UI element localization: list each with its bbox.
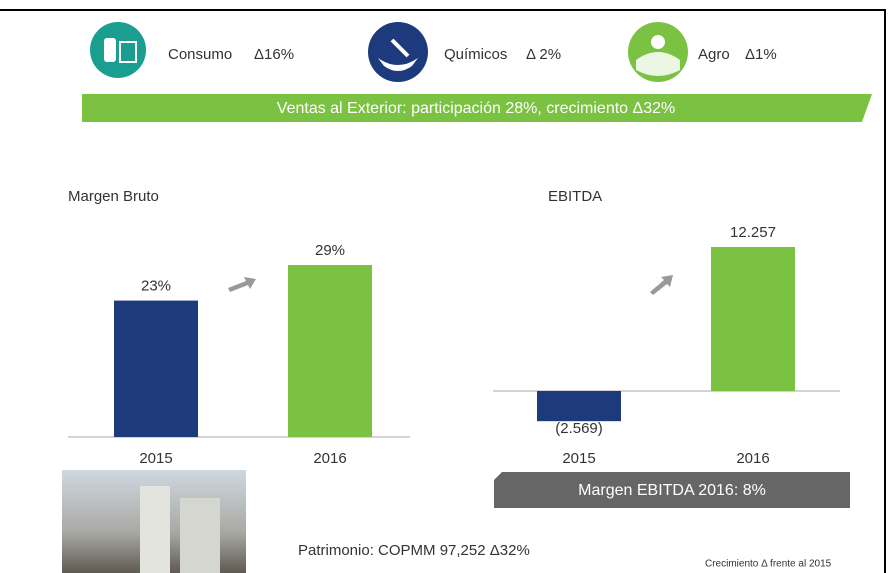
arrow xyxy=(228,277,256,292)
icon-field xyxy=(636,52,680,76)
banner-text: Ventas al Exterior: participación 28%, c… xyxy=(277,100,675,117)
margin-banner-bg xyxy=(494,472,850,508)
arrow xyxy=(650,275,673,295)
footnote: Crecimiento Δ frente al 2015 xyxy=(705,559,832,570)
icon-bowl xyxy=(378,58,418,71)
icon-spoon xyxy=(390,38,410,58)
segment-change: Δ1% xyxy=(745,46,777,63)
equity-text: Patrimonio: COPMM 97,252 Δ32% xyxy=(298,542,530,559)
icon-box xyxy=(119,41,137,63)
chart-title: Margen Bruto xyxy=(68,188,159,205)
x-tick-label: 2016 xyxy=(736,450,769,467)
x-tick-label: 2015 xyxy=(562,450,595,467)
segment-label: Consumo xyxy=(168,46,232,63)
segment-label: Químicos xyxy=(444,46,507,63)
value-label: (2.569) xyxy=(555,420,603,437)
photo-tank xyxy=(140,486,170,573)
x-tick-label: 2016 xyxy=(313,450,346,467)
bar xyxy=(711,247,795,391)
icon-bottle xyxy=(104,38,116,62)
banner-bg xyxy=(82,94,872,122)
photo-tank xyxy=(180,498,220,573)
chart-title: EBITDA xyxy=(548,188,602,205)
value-label: 12.257 xyxy=(730,224,776,241)
segment-change: Δ 2% xyxy=(526,46,561,63)
value-label: 29% xyxy=(315,242,345,259)
bar xyxy=(537,391,621,422)
value-label: 23% xyxy=(141,278,171,295)
bar xyxy=(114,300,198,437)
x-tick-label: 2015 xyxy=(139,450,172,467)
quimicos-icon xyxy=(368,22,428,82)
segment-label: Agro xyxy=(698,46,730,63)
icon-sun xyxy=(651,35,665,49)
consumo-icon xyxy=(90,22,146,78)
bar xyxy=(288,265,372,437)
segment-change: Δ16% xyxy=(254,46,294,63)
margin-banner-text: Margen EBITDA 2016: 8% xyxy=(578,482,766,499)
